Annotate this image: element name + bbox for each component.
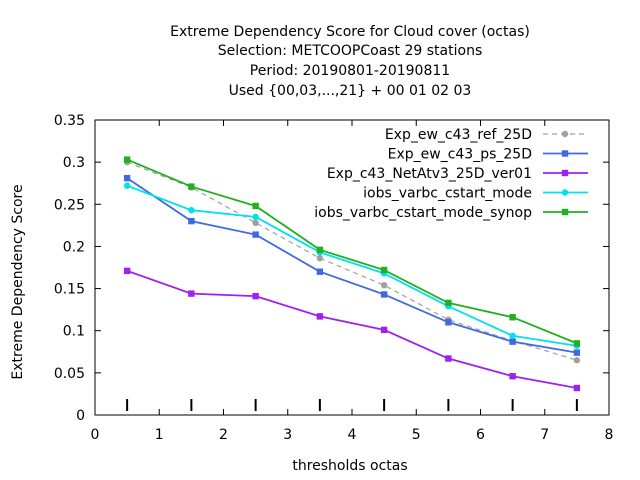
y-axis-label: Extreme Dependency Score [10,184,26,379]
y-tick-label: 0.35 [54,113,85,129]
legend-label: iobs_varbc_cstart_mode [363,186,532,202]
data-point [316,246,324,253]
legend-marker [561,130,569,138]
x-tick-label: 0 [91,427,100,443]
y-tick-label: 0.3 [63,155,85,171]
y-tick-label: 0.15 [54,282,85,298]
series-line [126,177,578,354]
data-point [509,332,516,339]
data-point [445,299,452,307]
x-tick-label: 7 [540,427,549,443]
x-axis-label: thresholds octas [292,458,407,474]
data-point [188,217,195,225]
plot-frame [94,119,610,416]
data-point [252,292,259,300]
chart-title-line-1: Extreme Dependency Score for Cloud cover… [170,24,530,40]
legend: Exp_ew_c43_ref_25D Exp_ew_c43_ps_25D Exp_c… [314,127,588,221]
data-point [509,373,516,380]
data-point [573,349,581,356]
data-point [380,291,388,298]
series-line [126,270,578,389]
data-point [573,384,581,392]
data-point [316,268,324,275]
data-point [252,231,259,238]
data-point [509,338,516,345]
data-point [252,219,259,227]
data-point [123,156,131,163]
x-tick-label: 2 [219,427,228,443]
legend-marker [561,189,569,196]
data-point [380,326,388,334]
chart-title-line-4: Used {00,03,...,21} + 00 01 02 03 [229,83,472,99]
data-point [445,355,452,362]
series-line [126,161,578,361]
y-tick-label: 0.1 [63,324,85,340]
data-point [188,206,195,214]
y-tick-label: 0.05 [54,366,85,382]
series-line [126,158,578,345]
y-tick-label: 0.25 [54,197,85,213]
data-point [509,314,516,321]
data-point [252,202,259,210]
data-point [316,313,324,320]
legend-label: Exp_c43_NetAtv3_25D_ver01 [327,166,532,182]
x-tick-label: 4 [348,427,357,443]
x-tick-label: 5 [412,427,421,443]
x-tick-label: 8 [605,427,614,443]
series-layer [123,156,581,392]
y-tick-label: 0 [76,408,85,424]
data-point [123,267,131,275]
x-tick-label: 1 [155,427,164,443]
data-point [380,266,388,274]
threshold-tick-marks [126,399,578,411]
legend-marker [561,208,569,216]
data-point [573,357,581,364]
legend-marker [561,169,569,177]
chart-title-line-3: Period: 20190801-20190811 [250,63,450,79]
data-point [123,174,131,182]
legend-label: Exp_ew_c43_ref_25D [385,127,532,143]
legend-label: Exp_ew_c43_ps_25D [388,147,532,163]
legend-marker [561,150,569,157]
data-point [252,213,259,221]
axes: 0 1 2 3 4 5 6 7 8 0 0.05 0.1 0.15 0.2 0.25 0.3 0.35 [54,113,614,443]
legend-label: iobs_varbc_cstart_mode_synop [314,205,532,221]
data-point [123,182,131,189]
chart-title-line-2: Selection: METCOOPCoast 29 stations [218,43,483,59]
series-line [126,184,578,347]
chart-title: Extreme Dependency Score for Cloud cover… [170,24,530,99]
data-point [380,282,388,289]
x-tick-label: 3 [283,427,292,443]
data-point [188,183,195,190]
series-5 [123,156,581,347]
data-point [188,290,195,297]
data-point [573,340,581,347]
data-point [445,319,452,326]
y-tick-label: 0.2 [63,239,85,255]
series-3 [123,267,581,392]
data-point [316,255,324,262]
series-2 [123,174,581,356]
x-tick-label: 6 [476,427,485,443]
